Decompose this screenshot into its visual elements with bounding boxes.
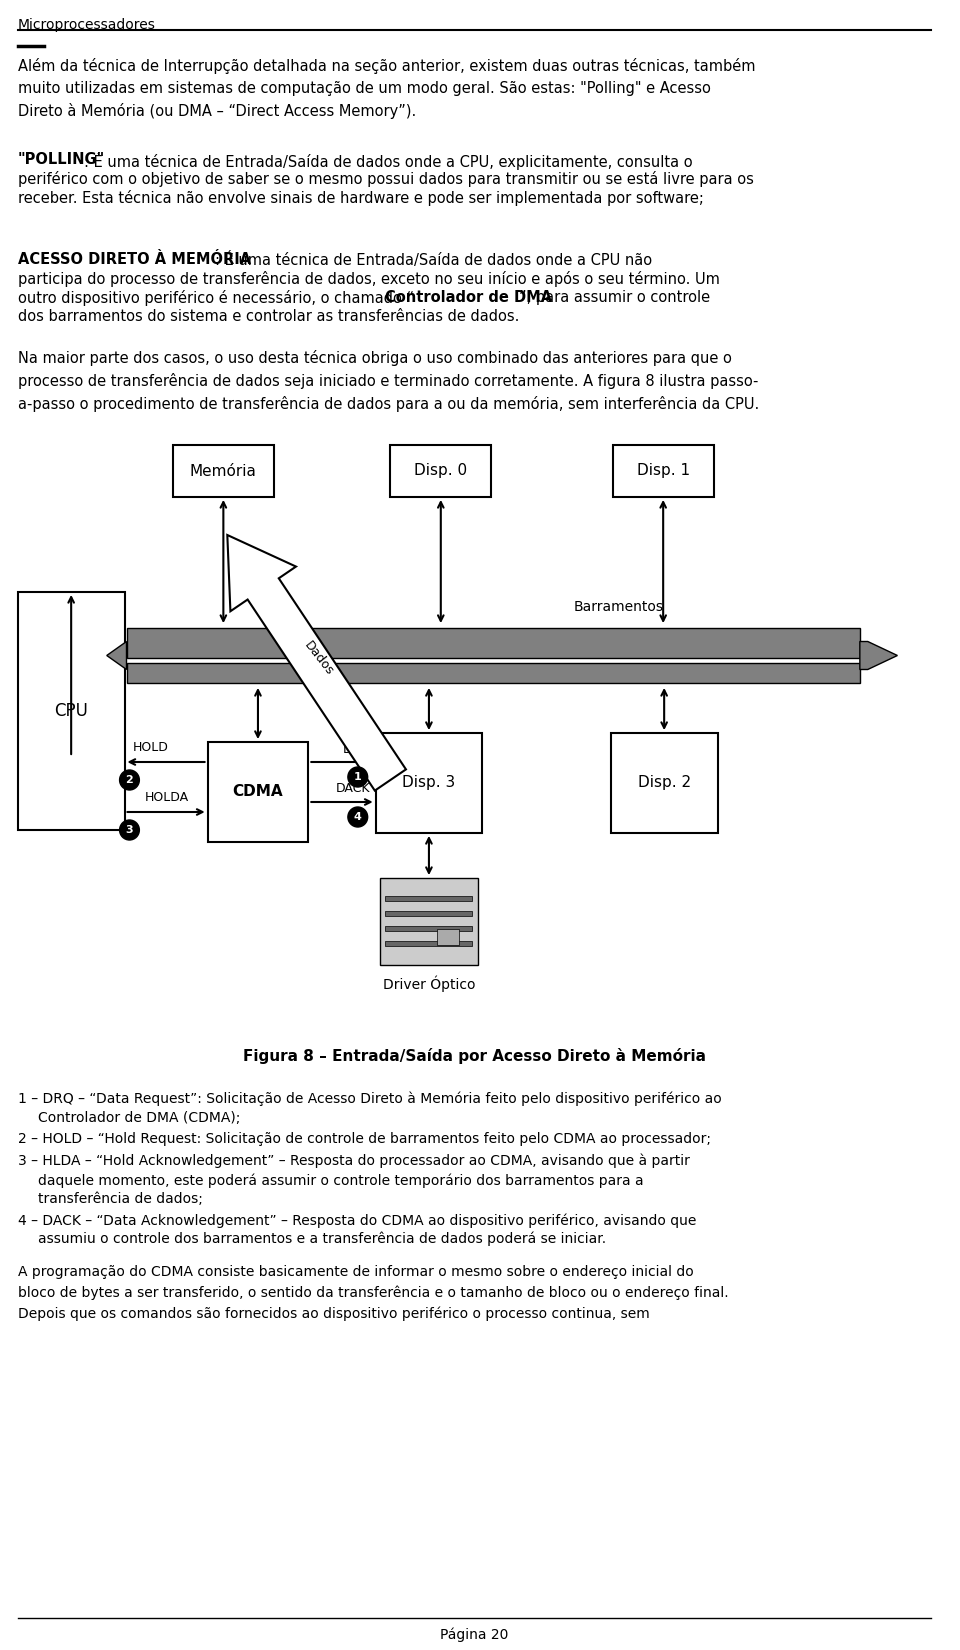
- Text: outro dispositivo periférico é necessário, o chamado “: outro dispositivo periférico é necessári…: [18, 290, 414, 305]
- Bar: [612, 446, 713, 497]
- Text: Dados: Dados: [301, 639, 336, 678]
- Text: DACK: DACK: [336, 782, 371, 795]
- Bar: [386, 940, 472, 945]
- Circle shape: [348, 807, 368, 827]
- Text: assumiu o controle dos barramentos e a transferência de dados poderá se iniciar.: assumiu o controle dos barramentos e a t…: [37, 1233, 606, 1246]
- Bar: [173, 446, 274, 497]
- Text: Disp. 2: Disp. 2: [637, 776, 691, 790]
- Text: Além da técnica de Interrupção detalhada na seção anterior, existem duas outras : Além da técnica de Interrupção detalhada…: [18, 58, 756, 119]
- FancyArrow shape: [228, 535, 406, 790]
- Text: Controlador de DMA: Controlador de DMA: [386, 290, 553, 305]
- FancyArrow shape: [107, 642, 127, 670]
- Text: Na maior parte dos casos, o uso desta técnica obriga o uso combinado das anterio: Na maior parte dos casos, o uso desta té…: [18, 350, 759, 412]
- Text: : É uma técnica de Entrada/Saída de dados onde a CPU, explicitamente, consulta o: : É uma técnica de Entrada/Saída de dado…: [84, 152, 692, 170]
- Text: receber. Esta técnica não envolve sinais de hardware e pode ser implementada por: receber. Esta técnica não envolve sinais…: [18, 190, 704, 206]
- Bar: [611, 733, 717, 833]
- Text: dos barramentos do sistema e controlar as transferências de dados.: dos barramentos do sistema e controlar a…: [18, 309, 519, 323]
- Text: CPU: CPU: [54, 701, 88, 719]
- Text: 4: 4: [354, 812, 362, 822]
- Text: 1: 1: [354, 772, 362, 782]
- Circle shape: [120, 820, 139, 840]
- Text: "POLLING": "POLLING": [18, 152, 105, 167]
- Text: HOLDA: HOLDA: [144, 790, 188, 804]
- Text: 2 – HOLD – “Hold Request: Solicitação de controle de barramentos feito pelo CDMA: 2 – HOLD – “Hold Request: Solicitação de…: [18, 1132, 710, 1147]
- Text: Disp. 1: Disp. 1: [636, 464, 689, 478]
- Text: Página 20: Página 20: [441, 1629, 509, 1642]
- Text: : É uma técnica de Entrada/Saída de dados onde a CPU não: : É uma técnica de Entrada/Saída de dado…: [215, 252, 653, 267]
- Text: Microprocessadores: Microprocessadores: [18, 18, 156, 31]
- Bar: [386, 926, 472, 931]
- Text: DRQ: DRQ: [343, 742, 371, 756]
- Text: transferência de dados;: transferência de dados;: [37, 1191, 203, 1206]
- Bar: [127, 629, 860, 658]
- Bar: [386, 896, 472, 901]
- Text: Figura 8 – Entrada/Saída por Acesso Direto à Memória: Figura 8 – Entrada/Saída por Acesso Dire…: [243, 1048, 706, 1064]
- Text: participa do processo de transferência de dados, exceto no seu início e após o s: participa do processo de transferência d…: [18, 271, 720, 287]
- Text: A programação do CDMA consiste basicamente de informar o mesmo sobre o endereço : A programação do CDMA consiste basicamen…: [18, 1266, 729, 1320]
- Circle shape: [120, 771, 139, 790]
- Bar: [437, 929, 459, 945]
- Text: 3: 3: [126, 825, 133, 835]
- Text: Driver Óptico: Driver Óptico: [383, 975, 475, 992]
- Text: CDMA: CDMA: [232, 784, 283, 800]
- Text: periférico com o objetivo de saber se o mesmo possui dados para transmitir ou se: periférico com o objetivo de saber se o …: [18, 172, 754, 186]
- Bar: [386, 911, 472, 916]
- FancyArrow shape: [860, 642, 898, 670]
- Text: 4 – DACK – “Data Acknowledgement” – Resposta do CDMA ao dispositivo periférico, : 4 – DACK – “Data Acknowledgement” – Resp…: [18, 1213, 696, 1228]
- Bar: [207, 742, 308, 842]
- Text: 2: 2: [126, 776, 133, 785]
- Text: daquele momento, este poderá assumir o controle temporário dos barramentos para : daquele momento, este poderá assumir o c…: [37, 1173, 643, 1188]
- Text: Memória: Memória: [190, 464, 257, 478]
- Text: Controlador de DMA (CDMA);: Controlador de DMA (CDMA);: [37, 1110, 240, 1125]
- Circle shape: [348, 767, 368, 787]
- Text: ”, para assumir o controle: ”, para assumir o controle: [518, 290, 710, 305]
- Text: 3 – HLDA – “Hold Acknowledgement” – Resposta do processador ao CDMA, avisando qu: 3 – HLDA – “Hold Acknowledgement” – Resp…: [18, 1153, 689, 1168]
- Text: Barramentos: Barramentos: [573, 601, 663, 614]
- Text: HOLD: HOLD: [132, 741, 168, 754]
- Bar: [379, 878, 478, 965]
- Text: ACESSO DIRETO À MEMÓRIA: ACESSO DIRETO À MEMÓRIA: [18, 252, 251, 267]
- Bar: [18, 592, 125, 830]
- Text: Disp. 0: Disp. 0: [414, 464, 468, 478]
- Bar: [375, 733, 482, 833]
- Text: 1 – DRQ – “Data Request”: Solicitação de Acesso Direto à Memória feito pelo disp: 1 – DRQ – “Data Request”: Solicitação de…: [18, 1092, 722, 1107]
- Bar: [391, 446, 492, 497]
- Bar: [127, 663, 860, 683]
- Text: Disp. 3: Disp. 3: [402, 776, 456, 790]
